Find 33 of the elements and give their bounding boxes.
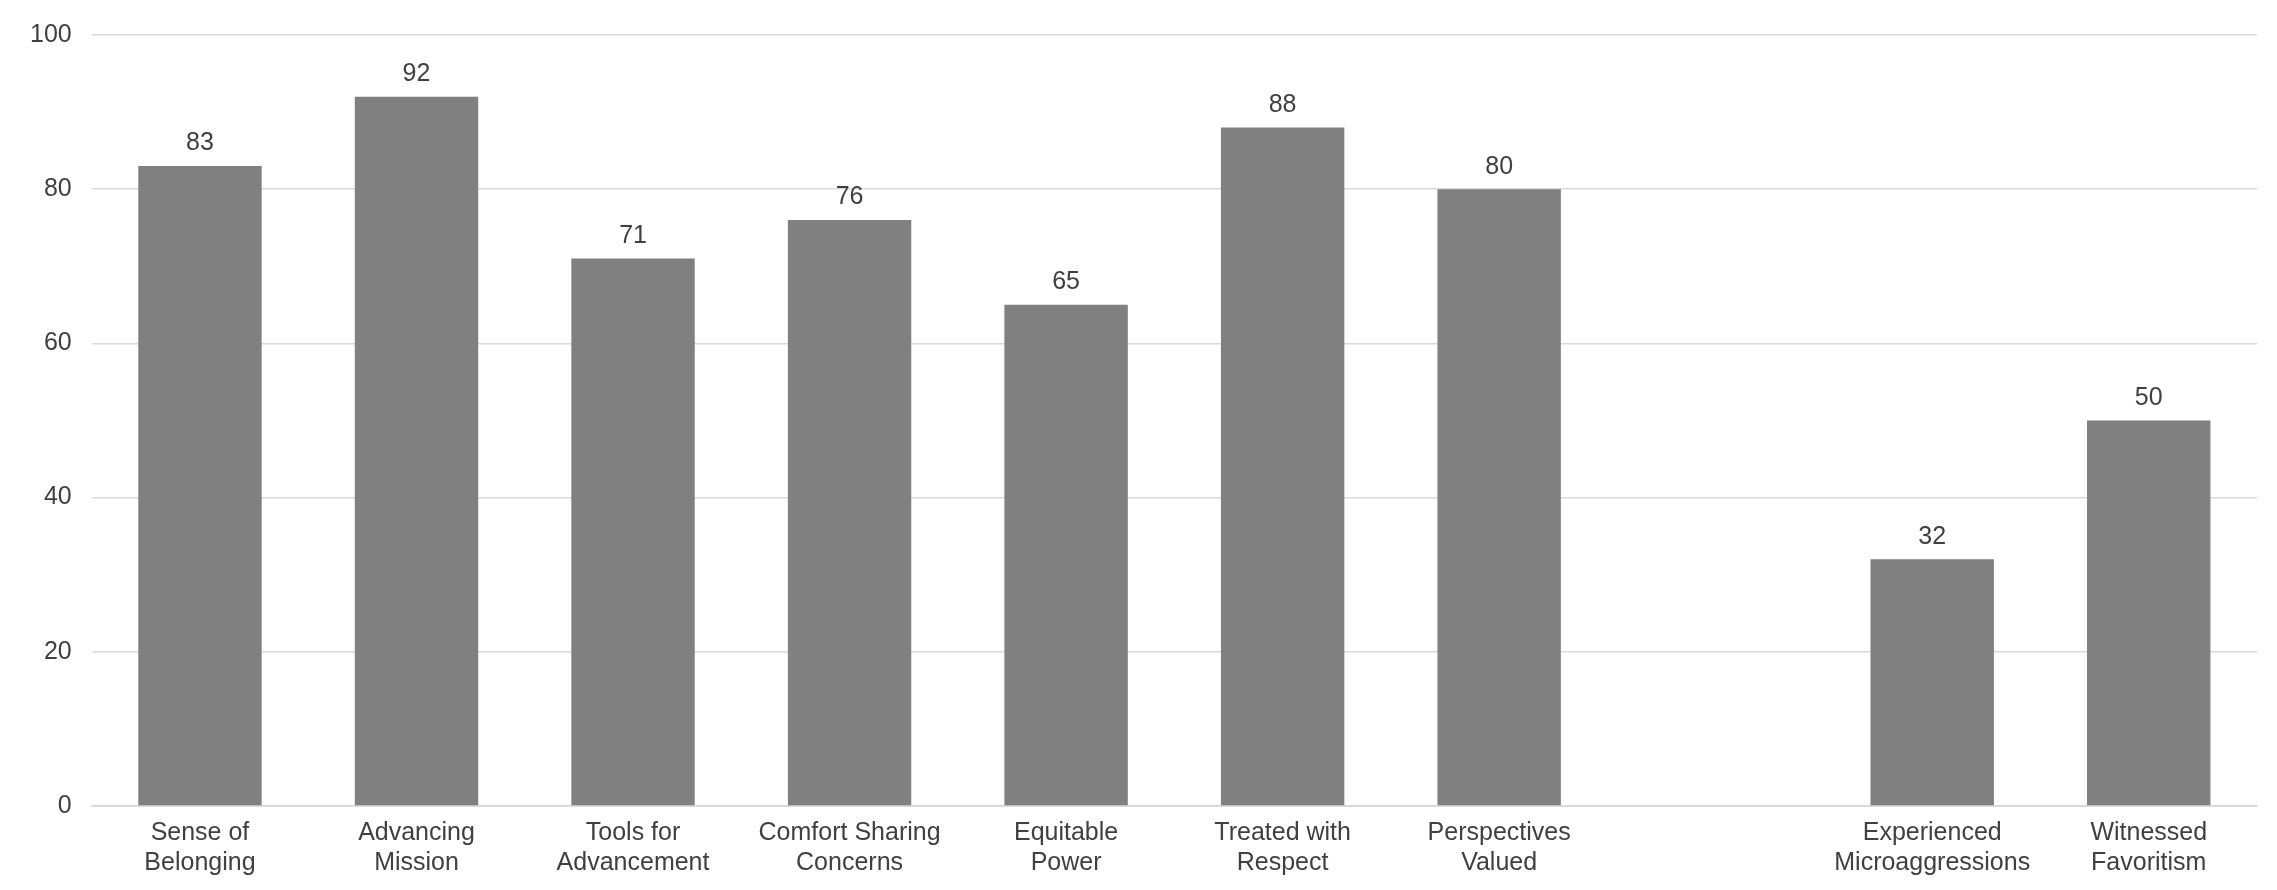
data-label: 50	[2134, 381, 2163, 410]
bar	[1437, 189, 1561, 806]
data-label: 65	[1052, 266, 1080, 295]
y-tick-label: 20	[43, 635, 72, 664]
bar	[354, 96, 479, 806]
bar	[1870, 559, 1994, 806]
data-label: 83	[186, 127, 214, 156]
x-tick-label: Comfort Sharing Concerns	[758, 816, 941, 875]
x-tick-label: Advancing Mission	[358, 816, 475, 875]
bar	[1004, 304, 1128, 806]
data-label: 92	[402, 58, 431, 87]
data-label: 88	[1268, 88, 1297, 117]
x-tick-label: Tools for Advancement	[556, 816, 710, 875]
bar	[787, 220, 912, 806]
x-tick-label: Sense of Belonging	[144, 816, 256, 875]
x-tick-label: Experienced Microaggressions	[1834, 816, 2031, 875]
y-tick-label: 80	[43, 173, 72, 202]
bar	[138, 166, 262, 806]
data-label: 76	[835, 181, 864, 210]
x-tick-label: Treated with Respect	[1214, 816, 1351, 875]
y-tick-label: 40	[43, 481, 72, 510]
y-tick-label: 100	[29, 18, 72, 47]
x-tick-label: Witnessed Favoritism	[2090, 816, 2208, 875]
y-tick-label: 0	[57, 789, 72, 818]
data-label: 71	[619, 219, 647, 248]
x-tick-label: Perspectives Valued	[1427, 816, 1571, 875]
bar	[1220, 127, 1345, 806]
x-tick-label: Equitable Power	[1013, 816, 1119, 875]
y-tick-label: 60	[43, 327, 72, 356]
bar	[571, 258, 695, 806]
data-label: 32	[1918, 520, 1947, 549]
data-label: 80	[1485, 150, 1514, 179]
bar	[2087, 420, 2211, 806]
